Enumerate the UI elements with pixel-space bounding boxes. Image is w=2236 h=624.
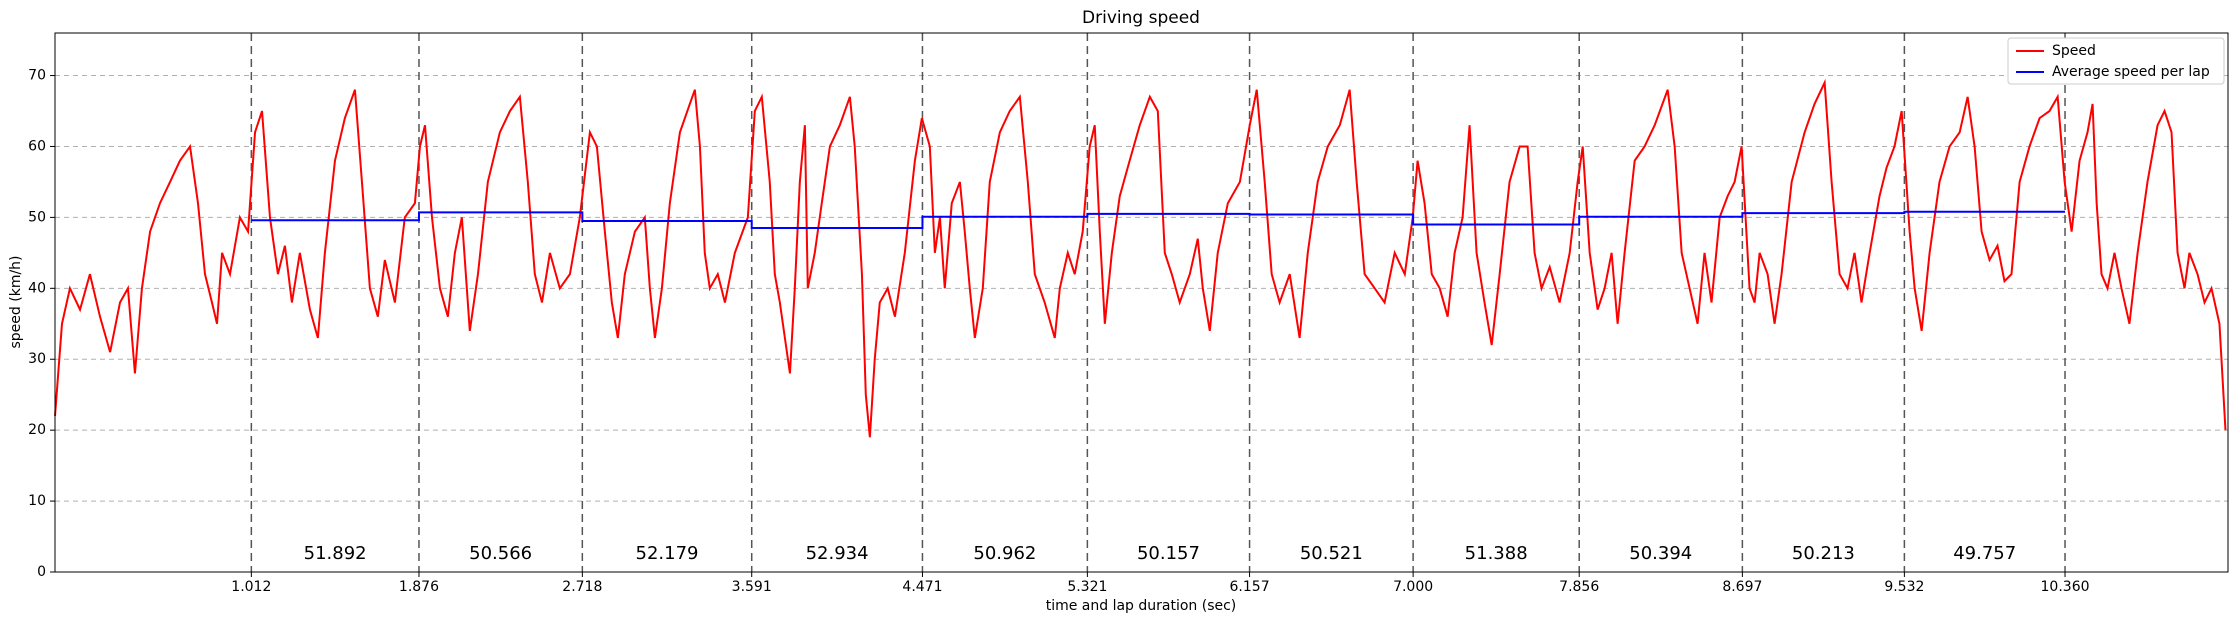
series-line [251,210,2066,230]
y-tick-label: 20 [28,422,46,438]
x-tick-label: 3.591 [732,579,772,595]
y-tick-label: 30 [28,351,46,367]
y-tick-label: 40 [28,280,46,296]
y-tick-label: 10 [28,493,46,509]
x-tick-label: 9.532 [1884,579,1924,595]
plot-frame [54,32,2229,573]
y-tick-label: 0 [37,564,46,580]
lap-duration-label: 52.934 [806,543,869,564]
legend-label: Speed [2052,43,2096,59]
y-tick-label: 70 [28,68,46,84]
legend-label: Average speed per lap [2052,64,2210,80]
lap-duration-label: 52.179 [636,543,699,564]
y-tick-label: 50 [28,209,46,225]
y-axis-label: speed (km/h) [8,255,24,348]
x-tick-label: 6.157 [1230,579,1270,595]
lap-duration-label: 50.157 [1137,543,1200,564]
x-tick-label: 1.012 [231,579,271,595]
x-tick-label: 8.697 [1722,579,1762,595]
lap-duration-label: 50.521 [1300,543,1363,564]
lap-duration-label: 50.566 [469,543,532,564]
lap-duration-label: 51.388 [1465,543,1528,564]
chart-title: Driving speed [1082,8,1200,28]
x-tick-label: 7.000 [1393,579,1433,595]
y-tick-label: 60 [28,138,46,154]
x-tick-label: 7.856 [1559,579,1599,595]
x-tick-label: 4.471 [902,579,942,595]
x-axis-label: time and lap duration (sec) [1046,598,1237,614]
x-tick-label: 1.876 [399,579,439,595]
x-tick-label: 5.321 [1067,579,1107,595]
x-tick-label: 10.360 [2041,579,2090,595]
lap-duration-label: 51.892 [304,543,367,564]
lap-duration-label: 50.213 [1792,543,1855,564]
lap-duration-label: 49.757 [1953,543,2016,564]
legend-box [2007,37,2225,85]
lap-duration-label: 50.962 [973,543,1036,564]
lap-duration-label: 50.394 [1629,543,1692,564]
x-tick-label: 2.718 [562,579,602,595]
series-line [54,78,2227,438]
